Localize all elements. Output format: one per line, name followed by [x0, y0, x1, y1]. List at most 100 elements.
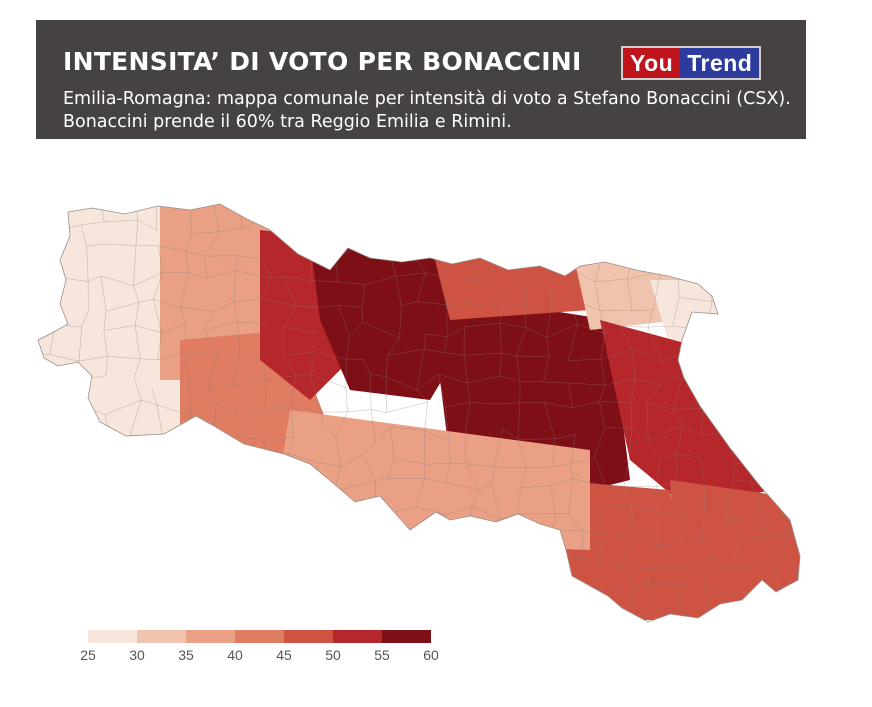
logo-you: You [623, 48, 681, 78]
municipality-border [448, 607, 472, 615]
municipality-border [190, 567, 192, 595]
municipality-border [339, 583, 369, 596]
municipality-border [109, 436, 111, 453]
municipality-border [52, 519, 63, 540]
municipality-border [568, 587, 597, 591]
municipality-border [284, 204, 288, 224]
municipality-border [596, 508, 605, 534]
municipality-border [264, 404, 292, 414]
municipality-border [257, 509, 286, 519]
municipality-border [362, 454, 376, 481]
municipality-border [283, 351, 315, 357]
legend-swatch [333, 630, 382, 643]
municipality-border [556, 220, 569, 223]
municipality-border [783, 218, 792, 253]
municipality-border [472, 490, 480, 508]
municipality-border [546, 324, 578, 338]
municipality-border [400, 581, 420, 586]
legend-tick-label: 40 [227, 647, 243, 663]
municipality-border [75, 381, 81, 405]
municipality-border [188, 272, 208, 279]
municipality-border [750, 481, 765, 518]
municipality-border [597, 204, 628, 207]
municipality-border [362, 321, 400, 339]
municipality-border [547, 204, 557, 223]
municipality-border [153, 272, 163, 300]
municipality-border [206, 588, 212, 617]
municipality-border [783, 218, 800, 226]
municipality-border [282, 276, 297, 306]
municipality-border [102, 243, 136, 246]
municipality-border [271, 276, 283, 279]
municipality-border [234, 255, 238, 271]
municipality-border [647, 438, 660, 462]
legend-swatch [284, 630, 333, 643]
municipality-border [706, 257, 735, 261]
municipality-border [345, 359, 347, 388]
municipality-border [288, 437, 294, 454]
municipality-border [738, 354, 764, 360]
municipality-border [237, 322, 241, 355]
municipality-border [38, 480, 58, 485]
municipality-border [57, 480, 88, 483]
municipality-border [725, 518, 741, 537]
municipality-border [388, 248, 413, 254]
municipality-border [594, 457, 607, 486]
municipality-border [517, 402, 521, 440]
municipality-border [594, 281, 601, 311]
municipality-border [31, 383, 33, 404]
municipality-border [337, 281, 365, 285]
municipality-border [183, 436, 189, 467]
municipality-border [163, 436, 184, 441]
municipality-border [495, 402, 520, 405]
municipality-border [635, 584, 648, 587]
municipality-border [370, 409, 387, 413]
municipality-border [572, 401, 600, 408]
municipality-border [701, 505, 706, 540]
municipality-border [392, 506, 417, 513]
municipality-border [425, 272, 444, 277]
municipality-border [627, 278, 633, 311]
municipality-border [76, 530, 106, 543]
municipality-border [218, 567, 232, 572]
municipality-border [218, 228, 242, 232]
map-zone [670, 480, 800, 620]
municipality-border [185, 352, 189, 378]
municipality-border [133, 245, 137, 286]
legend-tick-label: 45 [276, 647, 292, 663]
municipality-border [703, 482, 706, 506]
municipality-border [297, 530, 316, 545]
municipality-border [360, 539, 399, 541]
municipality-border [416, 349, 425, 391]
municipality-border [133, 272, 163, 287]
municipality-border [187, 544, 218, 546]
municipality-border [678, 270, 705, 274]
municipality-border [363, 359, 371, 375]
municipality-border [776, 530, 790, 570]
municipality-border [344, 531, 349, 564]
municipality-border [38, 611, 64, 622]
municipality-border [543, 356, 550, 382]
municipality-border [732, 231, 735, 258]
municipality-border [634, 250, 655, 256]
municipality-border [656, 200, 684, 202]
municipality-border [335, 436, 342, 467]
municipality-border [731, 359, 739, 387]
municipality-border [81, 482, 88, 520]
municipality-border [386, 223, 422, 226]
municipality-border [544, 402, 573, 408]
municipality-border [62, 539, 77, 543]
municipality-border [283, 355, 296, 376]
municipality-border [368, 583, 401, 586]
municipality-border [424, 401, 429, 431]
municipality-border [526, 327, 547, 338]
municipality-border [105, 530, 131, 544]
municipality-border [290, 404, 294, 438]
municipality-border [295, 374, 311, 376]
municipality-border [713, 557, 732, 571]
municipality-border [575, 617, 610, 621]
municipality-border [134, 377, 142, 401]
municipality-border [87, 482, 112, 487]
municipality-border [158, 245, 163, 273]
municipality-border [190, 567, 219, 572]
